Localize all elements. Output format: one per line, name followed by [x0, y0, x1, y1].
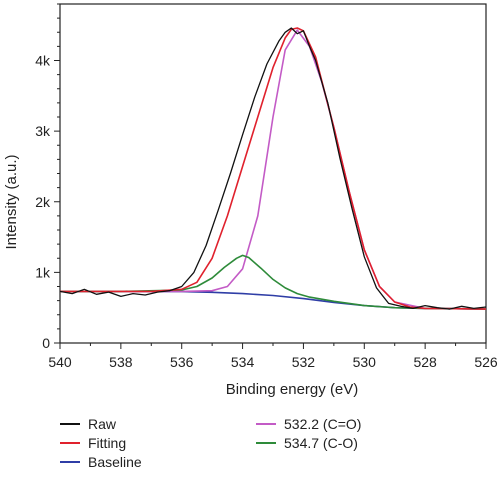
- legend-label-baseline: Baseline: [88, 454, 142, 470]
- x-tick-label: 534: [231, 354, 255, 370]
- legend-label-532-2-c-o: 532.2 (C=O): [284, 416, 361, 432]
- y-tick-label: 1k: [35, 264, 51, 280]
- x-tick-label: 538: [109, 354, 133, 370]
- x-tick-label: 540: [48, 354, 72, 370]
- x-axis-title: Binding energy (eV): [226, 381, 359, 398]
- legend: Raw Fitting Baseline 532.2 (C=O) 534.7 (C-O): [60, 416, 361, 470]
- y-axis-ticks: 0 1k 2k 3k 4k: [35, 3, 60, 351]
- y-tick-label: 3k: [35, 123, 51, 139]
- series-line-532-2-c-o: [60, 29, 487, 310]
- y-tick-label: 2k: [35, 194, 51, 210]
- y-tick-label: 4k: [35, 53, 51, 69]
- series-line-raw: [59, 27, 487, 310]
- series-line-fitting: [60, 27, 487, 310]
- x-tick-label: 526: [474, 354, 498, 370]
- legend-label-raw: Raw: [88, 416, 117, 432]
- legend-label-fitting: Fitting: [88, 435, 126, 451]
- y-axis-title: Intensity (a.u.): [3, 154, 20, 249]
- x-tick-label: 532: [292, 354, 316, 370]
- x-tick-label: 530: [353, 354, 377, 370]
- series-line-534-7-c-o: [60, 254, 487, 310]
- y-tick-label: 0: [42, 335, 50, 351]
- legend-label-534-7-c-o: 534.7 (C-O): [284, 435, 358, 451]
- series-layer: [59, 27, 487, 310]
- x-tick-label: 536: [170, 354, 194, 370]
- x-tick-label: 528: [413, 354, 437, 370]
- x-axis-ticks: 540 538 536 534 532 530 528 526: [48, 343, 498, 370]
